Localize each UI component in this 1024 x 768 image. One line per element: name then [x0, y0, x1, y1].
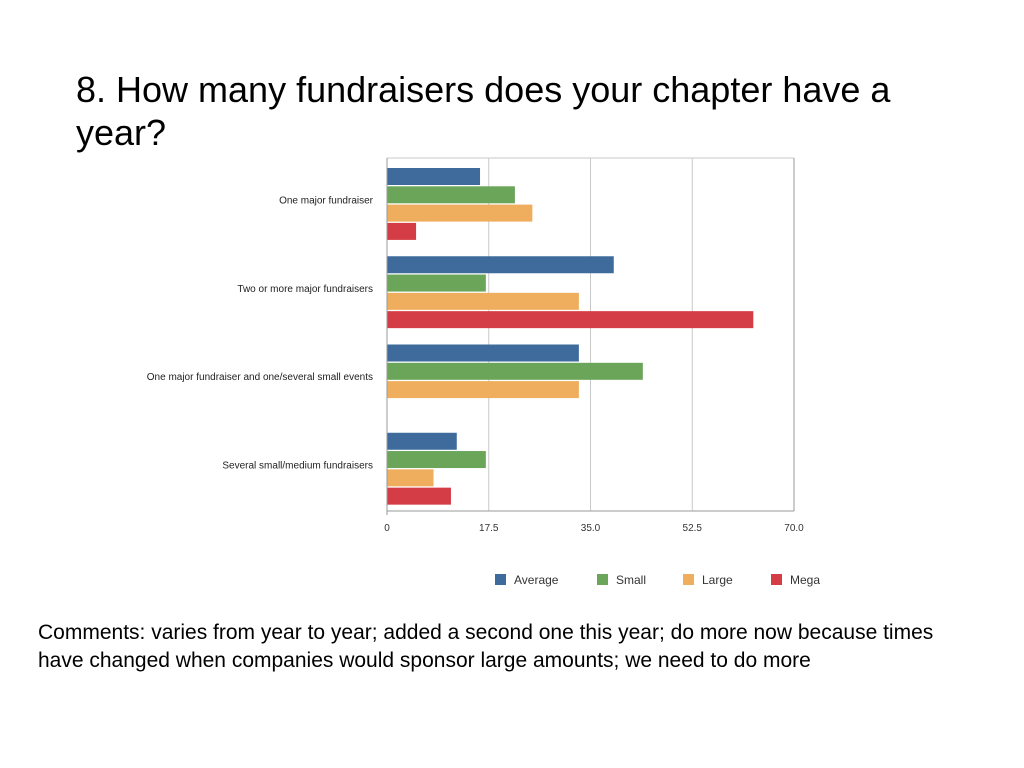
legend-swatch-mega [771, 574, 782, 585]
category-label: One major fundraiser [279, 196, 374, 207]
legend-swatch-large [683, 574, 694, 585]
legend-swatch-small [597, 574, 608, 585]
x-tick-label: 17.5 [479, 523, 499, 534]
x-tick-label: 52.5 [683, 523, 703, 534]
bar-large [387, 204, 533, 222]
bar-mega [387, 311, 754, 329]
x-tick-label: 0 [384, 523, 390, 534]
bar-small [387, 186, 515, 204]
bar-large [387, 469, 434, 487]
legend-label-large: Large [702, 573, 733, 587]
bar-small [387, 274, 486, 292]
category-label: One major fundraiser and one/several sma… [147, 372, 373, 383]
x-tick-label: 35.0 [581, 523, 601, 534]
legend-label-average: Average [514, 573, 559, 587]
legend-label-mega: Mega [790, 573, 820, 587]
comments-text: Comments: varies from year to year; adde… [38, 621, 934, 672]
bar-average [387, 344, 579, 362]
page-title: 8. How many fundraisers does your chapte… [76, 69, 891, 153]
bar-large [387, 292, 579, 310]
category-label: Two or more major fundraisers [237, 284, 373, 295]
bar-average [387, 432, 457, 450]
bar-small [387, 362, 643, 380]
legend-swatch-average [495, 574, 506, 585]
bar-large [387, 381, 579, 399]
category-label: Several small/medium fundraisers [222, 460, 373, 471]
bar-average [387, 256, 614, 274]
bar-mega [387, 222, 417, 240]
bar-small [387, 451, 486, 469]
bar-mega [387, 487, 451, 505]
x-tick-label: 70.0 [784, 523, 804, 534]
bar-average [387, 168, 481, 185]
legend-label-small: Small [616, 573, 646, 587]
